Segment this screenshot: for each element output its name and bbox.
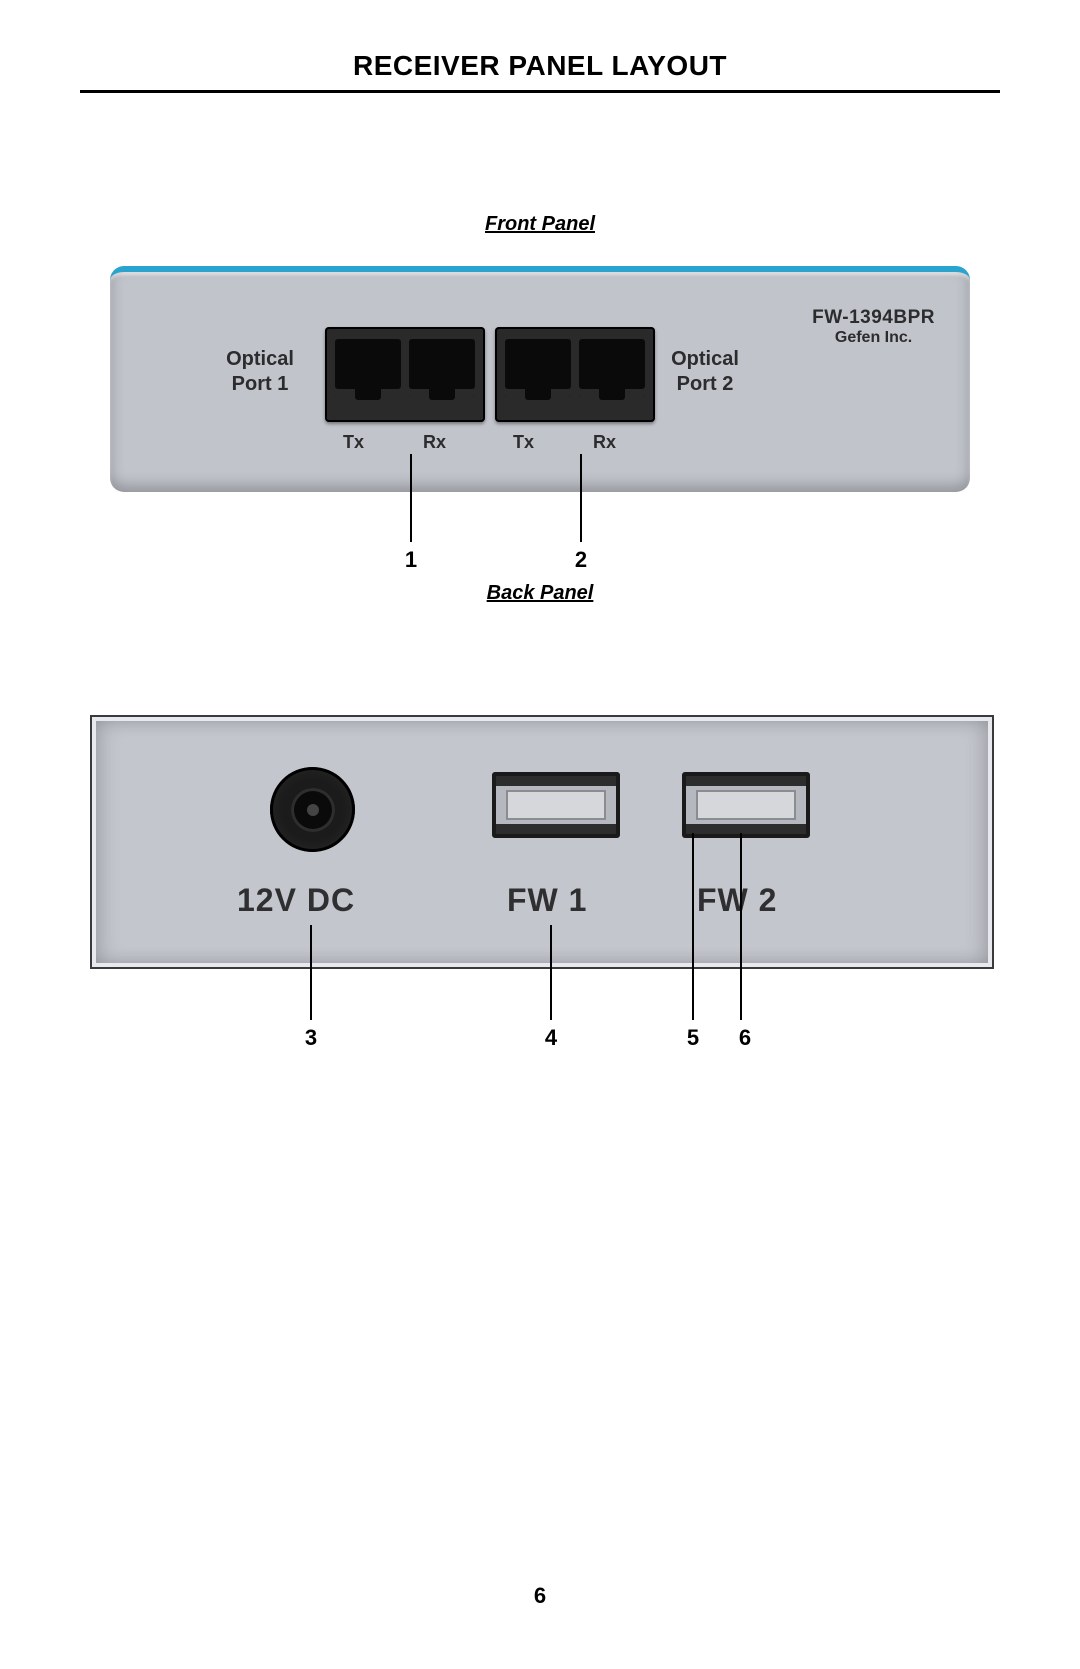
front-heading: Front Panel [80,213,1000,236]
optical-port-2-line2: Port 2 [677,373,734,395]
title-rule [80,90,1000,93]
model-number: FW-1394BPR [812,307,935,329]
port1-tx-label: Tx [343,432,364,453]
firewire-port-2-inner [696,790,796,820]
callout-1-leader [410,454,412,542]
optical-port-1-block [325,327,485,422]
page-number: 6 [0,1583,1080,1609]
front-panel-body: Optical Port 1 Optical Port 2 Tx Rx Tx R… [110,266,970,492]
optical-port-2-line1: Optical [671,348,739,370]
back-panel-figure: 12V DC FW 1 FW 2 3 4 5 6 [90,715,990,969]
back-heading: Back Panel [80,582,1000,605]
front-panel-figure: Optical Port 1 Optical Port 2 Tx Rx Tx R… [110,266,970,492]
firewire-port-2 [682,772,810,838]
callout-6-leader [740,833,742,1020]
optical-port-2-tx-jack [505,339,571,397]
optical-port-2-block [495,327,655,422]
dc-power-jack [270,767,355,852]
optical-port-1-line2: Port 1 [232,373,289,395]
firewire-port-1-inner [506,790,606,820]
callout-3-leader [310,925,312,1020]
fw2-label: FW 2 [697,882,777,919]
firewire-port-1 [492,772,620,838]
callout-3-number: 3 [296,1025,326,1051]
port2-rx-label: Rx [593,432,616,453]
model-label: FW-1394BPR Gefen Inc. [812,307,935,347]
dc-power-label: 12V DC [237,882,355,919]
optical-port-1-line1: Optical [226,348,294,370]
callout-2-leader [580,454,582,542]
optical-port-1-rx-jack [409,339,475,397]
manual-page: RECEIVER PANEL LAYOUT Front Panel Optica… [0,0,1080,1669]
callout-2-number: 2 [566,547,596,573]
fw1-label: FW 1 [507,882,587,919]
port1-rx-label: Rx [423,432,446,453]
optical-port-2-label: Optical Port 2 [650,347,760,397]
callout-4-number: 4 [536,1025,566,1051]
optical-port-2-rx-jack [579,339,645,397]
callout-1-number: 1 [396,547,426,573]
optical-port-1-tx-jack [335,339,401,397]
callout-4-leader [550,925,552,1020]
callout-6-number: 6 [730,1025,760,1051]
optical-port-1-label: Optical Port 1 [205,347,315,397]
manufacturer: Gefen Inc. [812,329,935,347]
back-panel-body: 12V DC FW 1 FW 2 [90,715,994,969]
page-title: RECEIVER PANEL LAYOUT [80,50,1000,90]
callout-5-leader [692,833,694,1020]
port2-tx-label: Tx [513,432,534,453]
callout-5-number: 5 [678,1025,708,1051]
